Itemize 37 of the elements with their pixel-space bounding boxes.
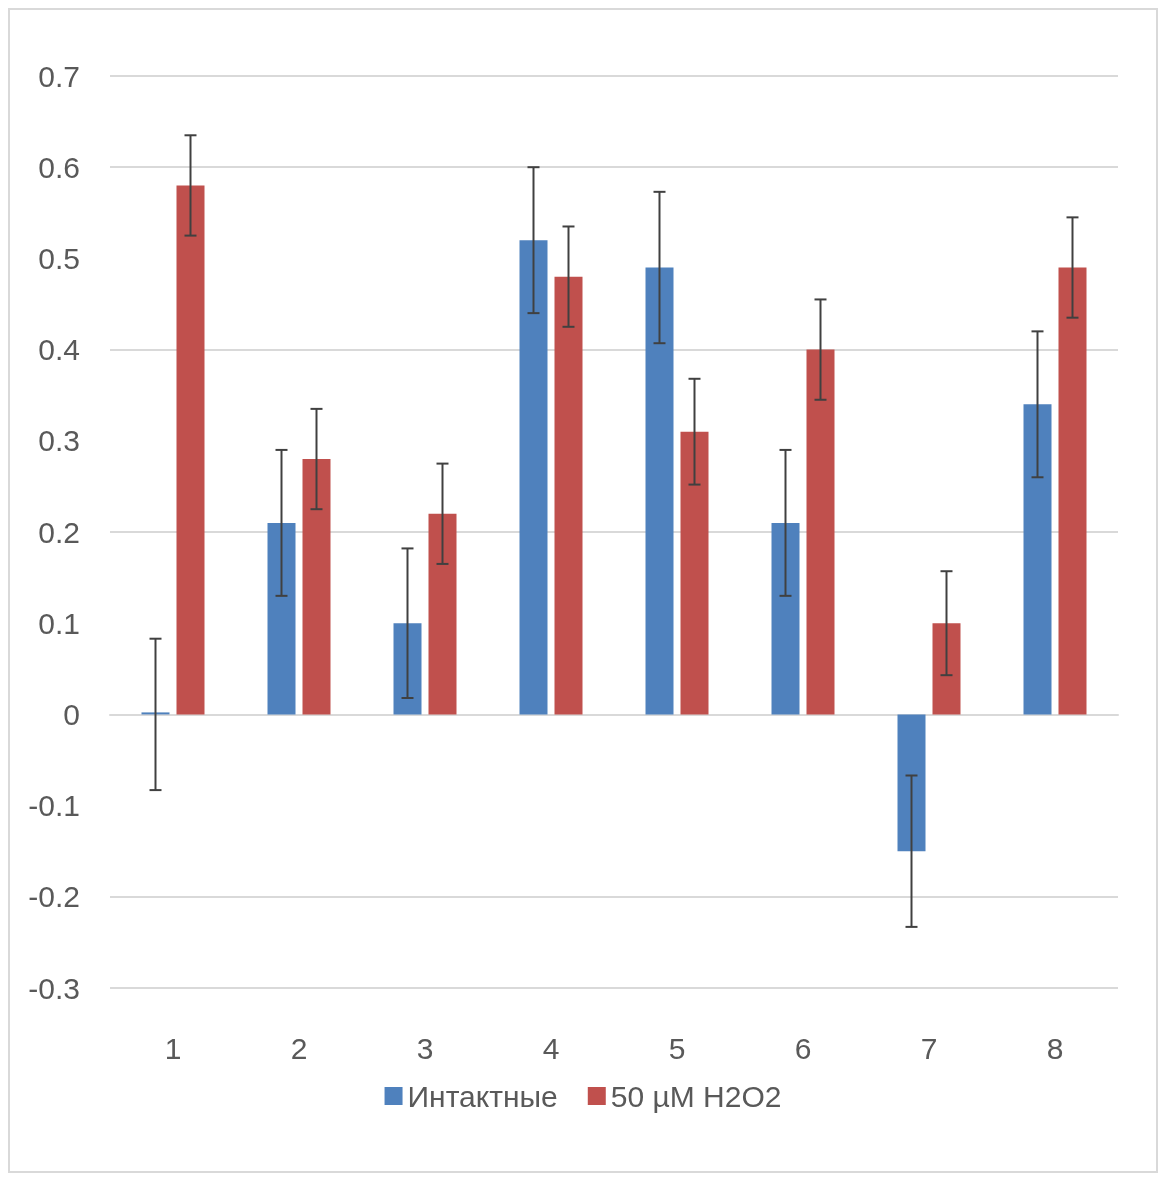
bar xyxy=(1023,404,1052,715)
y-tick-label: 0.2 xyxy=(38,515,80,549)
y-tick-label: 0.4 xyxy=(38,333,80,367)
y-tick-label: -0.1 xyxy=(28,789,80,823)
bar xyxy=(519,240,548,715)
x-tick-label: 8 xyxy=(1046,1031,1064,1065)
bar xyxy=(645,267,674,715)
x-tick-label: 4 xyxy=(542,1031,560,1065)
y-tick-label: 0 xyxy=(63,697,80,731)
bar xyxy=(141,712,170,715)
y-tick-label: 0.1 xyxy=(38,606,80,640)
y-tick-label: -0.2 xyxy=(28,880,80,914)
bar xyxy=(176,185,205,715)
x-tick-label: 3 xyxy=(416,1031,434,1065)
y-tick-label: -0.3 xyxy=(28,971,80,1005)
bar xyxy=(267,522,296,715)
x-tick-label: 5 xyxy=(668,1031,686,1065)
bar xyxy=(897,714,926,852)
y-tick-label: 0.5 xyxy=(38,241,80,275)
bar xyxy=(932,623,961,715)
bar xyxy=(554,276,583,715)
x-tick-label: 1 xyxy=(164,1031,182,1065)
bar xyxy=(771,522,800,715)
bar xyxy=(680,431,709,715)
legend-label: Интактные xyxy=(407,1079,558,1113)
bar xyxy=(428,513,457,715)
x-tick-label: 7 xyxy=(920,1031,938,1065)
legend-label: 50 µM H2O2 xyxy=(610,1079,782,1113)
bar xyxy=(1058,267,1087,715)
bar xyxy=(393,623,422,715)
x-tick-label: 2 xyxy=(290,1031,308,1065)
y-tick-label: 0.7 xyxy=(38,59,80,93)
y-tick-label: 0.6 xyxy=(38,150,80,184)
bar xyxy=(302,459,331,715)
bar xyxy=(806,349,835,715)
y-tick-label: 0.3 xyxy=(38,424,80,458)
x-tick-label: 6 xyxy=(794,1031,812,1065)
